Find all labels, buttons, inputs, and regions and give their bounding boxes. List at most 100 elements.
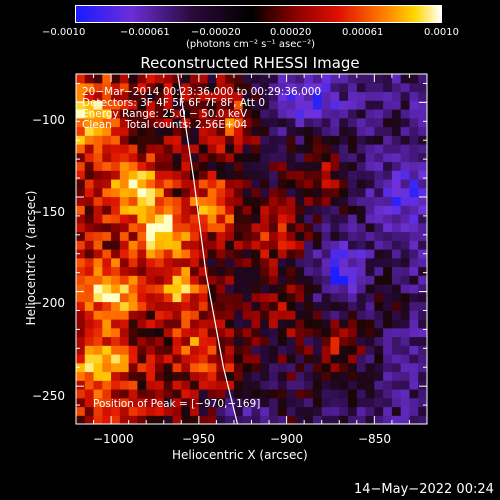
- heatmap-cell: [269, 109, 279, 119]
- heatmap-cell: [330, 109, 340, 119]
- heatmap-cell: [146, 161, 156, 171]
- colorbar-tick-label: 0.0010: [424, 27, 459, 38]
- heatmap-cell: [154, 415, 165, 424]
- heatmap-cell: [207, 231, 218, 241]
- heatmap-cell: [391, 126, 402, 136]
- heatmap-cell: [163, 109, 174, 119]
- heatmap-cell: [251, 222, 261, 233]
- heatmap-cell: [146, 135, 156, 145]
- heatmap-cell: [365, 406, 375, 416]
- heatmap-cell: [391, 319, 402, 329]
- heatmap-cell: [330, 406, 340, 416]
- heatmap-cell: [111, 240, 121, 250]
- heatmap-cell: [304, 257, 314, 268]
- heatmap-cell: [330, 152, 340, 163]
- heatmap-cell: [119, 179, 130, 189]
- heatmap-cell: [225, 179, 235, 189]
- heatmap-cell: [137, 240, 147, 250]
- heatmap-cell: [383, 257, 393, 268]
- heatmap-cell: [260, 144, 270, 154]
- heatmap-cell: [418, 354, 427, 364]
- heatmap-cell: [251, 345, 261, 355]
- heatmap-cell: [233, 389, 244, 399]
- heatmap-cell: [269, 205, 279, 215]
- heatmap-cell: [216, 371, 226, 381]
- heatmap-cell: [330, 222, 340, 233]
- heatmap-cell: [391, 266, 402, 276]
- heatmap-cell: [163, 74, 174, 84]
- heatmap-cell: [181, 397, 191, 408]
- heatmap-cell: [295, 100, 305, 110]
- heatmap-cell: [84, 310, 95, 320]
- heatmap-cell: [330, 170, 340, 180]
- heatmap-cell: [207, 380, 218, 390]
- heatmap-cell: [207, 362, 218, 373]
- heatmap-cell: [111, 152, 121, 163]
- footer-date: 14−May−2022 00:24: [354, 482, 494, 497]
- heatmap-cell: [330, 196, 340, 206]
- heatmap-cell: [383, 380, 393, 390]
- heatmap-cell: [374, 319, 384, 329]
- heatmap-cell: [383, 231, 393, 241]
- heatmap-cell: [260, 310, 270, 320]
- heatmap-cell: [181, 310, 191, 320]
- heatmap-cell: [163, 82, 174, 93]
- heatmap-cell: [330, 82, 340, 93]
- heatmap-cell: [93, 249, 103, 259]
- heatmap-cell: [400, 249, 411, 259]
- heatmap-cell: [321, 275, 332, 285]
- heatmap-cell: [348, 380, 358, 390]
- heatmap-cell: [242, 196, 253, 206]
- heatmap-cell: [181, 100, 191, 110]
- heatmap-cell: [356, 152, 367, 163]
- heatmap-cell: [321, 389, 332, 399]
- y-tick-label: −250: [32, 389, 65, 403]
- heatmap-cell: [312, 179, 323, 189]
- heatmap-cell: [181, 415, 191, 424]
- heatmap-cell: [76, 284, 86, 294]
- heatmap-cell: [190, 126, 200, 136]
- heatmap-cell: [418, 284, 427, 294]
- heatmap-cell: [295, 266, 305, 276]
- heatmap-cell: [233, 161, 244, 171]
- heatmap-cell: [172, 336, 182, 346]
- heatmap-cell: [356, 91, 367, 101]
- heatmap-cell: [339, 310, 349, 320]
- heatmap-cell: [84, 74, 95, 84]
- heatmap-cell: [119, 397, 130, 408]
- heatmap-cell: [251, 74, 261, 84]
- heatmap-cell: [251, 240, 261, 250]
- heatmap-cell: [348, 222, 358, 233]
- heatmap-cell: [304, 336, 314, 346]
- heatmap-cell: [181, 327, 191, 338]
- heatmap-cell: [356, 126, 367, 136]
- heatmap-cell: [365, 187, 375, 198]
- heatmap-cell: [146, 310, 156, 320]
- heatmap-cell: [233, 257, 244, 268]
- heatmap-cell: [339, 257, 349, 268]
- heatmap-cell: [198, 170, 209, 180]
- heatmap-cell: [365, 257, 375, 268]
- heatmap-cell: [233, 240, 244, 250]
- heatmap-cell: [286, 100, 296, 110]
- heatmap-cell: [207, 126, 218, 136]
- heatmap-cell: [409, 345, 419, 355]
- heatmap-cell: [216, 222, 226, 233]
- heatmap-cell: [330, 380, 340, 390]
- heatmap-cell: [225, 222, 235, 233]
- heatmap-cell: [93, 117, 103, 128]
- heatmap-cell: [383, 170, 393, 180]
- heatmap-cell: [181, 389, 191, 399]
- heatmap-cell: [260, 257, 270, 268]
- heatmap-cell: [418, 214, 427, 224]
- heatmap-cell: [76, 397, 86, 408]
- heatmap-cell: [348, 109, 358, 119]
- heatmap-cell: [163, 249, 174, 259]
- heatmap-cell: [84, 100, 95, 110]
- heatmap-cell: [111, 275, 121, 285]
- heatmap-cell: [277, 345, 288, 355]
- heatmap-cell: [76, 327, 86, 338]
- heatmap-cell: [137, 406, 147, 416]
- heatmap-cell: [207, 179, 218, 189]
- heatmap-cell: [339, 100, 349, 110]
